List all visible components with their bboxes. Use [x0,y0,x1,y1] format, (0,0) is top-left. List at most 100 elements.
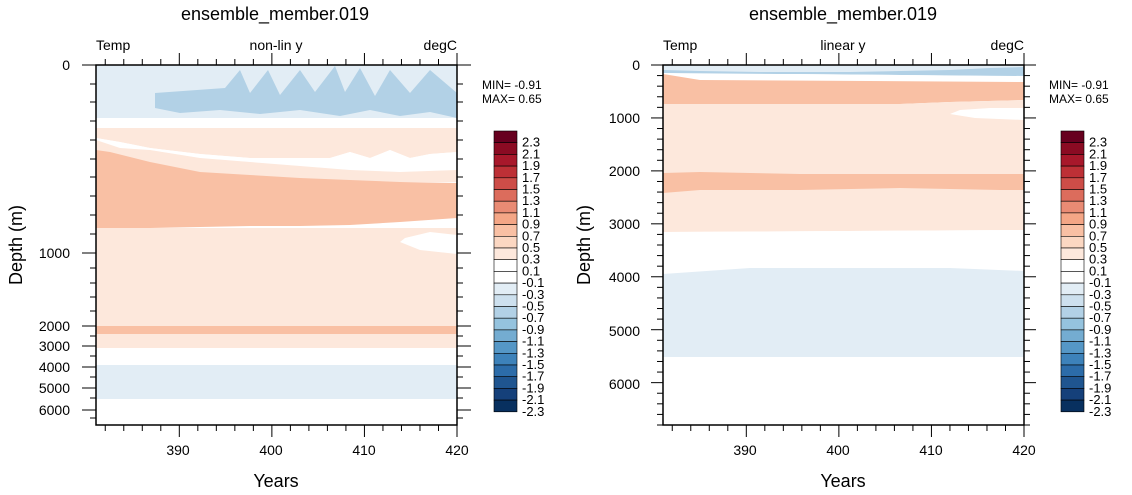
left-band [96,399,457,425]
colorbar-label: -0.9 [522,322,544,337]
colorbar-label: 1.5 [1089,182,1107,197]
colorbar-label: 0.7 [1089,228,1107,243]
colorbar-label: 1.3 [1089,193,1107,208]
right-y-axis: 0 1000 2000 3000 4000 5000 6000 [609,57,1036,426]
colorbar-label: -1.3 [522,345,544,360]
colorbar-swatch [1060,364,1085,377]
colorbar-swatch [493,294,518,307]
left-x-tick-label: 410 [352,442,376,458]
colorbar-label: -0.7 [1089,310,1111,325]
colorbar-label: -1.3 [1089,345,1111,360]
colorbar-label: -0.5 [522,299,544,314]
colorbar-swatch [493,364,518,377]
colorbar-swatch [1060,189,1085,202]
left-band [96,228,457,326]
colorbar-label: 1.7 [1089,170,1107,185]
right-band [663,73,1024,82]
colorbar-swatch [1060,399,1085,413]
left-x-axis: 390 400 410 420 [104,53,469,458]
right-y-tick-label: 1000 [609,110,640,126]
colorbar-label: -1.1 [522,334,544,349]
colorbar-swatch [1060,341,1085,354]
left-band [96,348,457,365]
panel-right-plot-area [662,64,1025,426]
left-y-tick-label: 1000 [39,245,70,261]
right-y-tick-label: 4000 [609,269,640,285]
right-band [663,268,1024,357]
colorbar-swatch [1060,154,1085,167]
right-band [663,172,1024,193]
colorbar-label: 1.9 [1089,158,1107,173]
left-min-label: MIN= -0.91 [482,78,542,92]
colorbar-label: -0.3 [522,287,544,302]
colorbar-label: -2.1 [522,392,544,407]
colorbar-label: 0.3 [1089,252,1107,267]
left-y-tick-label: 6000 [39,402,70,418]
colorbar-label: 2.3 [522,135,540,150]
colorbar-label: -1.9 [522,380,544,395]
left-y-tick-label: 0 [62,57,70,73]
colorbar-swatch [1060,259,1085,272]
left-band [155,66,457,118]
left-y-tick-label: 2000 [39,318,70,334]
colorbar-swatch [1060,224,1085,237]
colorbar-swatch [493,341,518,354]
colorbar-swatch [1060,317,1085,331]
colorbar-swatch [1060,212,1085,225]
colorbar-swatch [493,236,518,249]
panel-left-title: ensemble_member.019 [181,4,369,25]
colorbar-swatch [1060,306,1085,319]
colorbar-swatch [1060,376,1085,389]
colorbar-label: -1.9 [1089,380,1111,395]
colorbar-label: 0.1 [1089,263,1107,278]
right-colorbar: 2.32.11.91.71.51.31.10.90.70.50.30.1-0.1… [1060,130,1111,419]
left-max-label: MAX= 0.65 [482,92,542,106]
colorbar-label: 1.1 [1089,205,1107,220]
colorbar-swatch [1060,247,1085,260]
colorbar-label: -2.3 [1089,404,1111,419]
colorbar-label: 0.7 [522,228,540,243]
right-x-tick-label: 400 [826,442,850,458]
colorbar-swatch [493,142,518,155]
colorbar-label: -2.1 [1089,392,1111,407]
right-y-tick-label: 5000 [609,323,640,339]
panel-right-subtitle-left: Temp [663,37,697,53]
colorbar-swatch [1060,236,1085,249]
left-y-tick-label: 4000 [39,359,70,375]
colorbar-swatch [493,282,518,296]
colorbar-swatch [493,177,518,190]
right-y-tick-label: 2000 [609,163,640,179]
colorbar-label: 1.5 [522,182,540,197]
left-y-axis-label: Depth (m) [6,205,26,285]
right-y-axis-label: Depth (m) [574,205,594,285]
colorbar-swatch [1060,271,1085,284]
left-x-axis-label: Years [253,471,298,491]
colorbar-label: -0.5 [1089,299,1111,314]
panel-right-subtitle-center: linear y [820,37,865,53]
panel-left-subtitle-left: Temp [96,37,130,53]
colorbar-label: -0.9 [1089,322,1111,337]
right-min-label: MIN= -0.91 [1049,78,1109,92]
right-band [663,100,1024,232]
left-colorbar: 2.32.11.91.71.51.31.10.90.70.50.30.1-0.1… [493,130,544,419]
colorbar-swatch [493,212,518,225]
colorbar-label: -0.1 [1089,275,1111,290]
left-x-tick-label: 420 [445,442,469,458]
colorbar-swatch [493,329,518,342]
panel-left-subtitle-center: non-lin y [250,37,303,53]
colorbar-swatch [493,165,518,179]
left-band [400,232,457,254]
colorbar-swatch [493,352,518,366]
colorbar-swatch [493,271,518,284]
colorbar-label: 0.3 [522,252,540,267]
colorbar-swatch [1060,177,1085,190]
colorbar-label: -2.3 [522,404,544,419]
colorbar-swatch [493,247,518,260]
colorbar-label: 1.3 [522,193,540,208]
colorbar-swatch [1060,388,1085,401]
left-band [96,128,457,158]
left-band [96,365,457,399]
left-band [96,118,457,128]
colorbar-swatch [1060,130,1085,143]
